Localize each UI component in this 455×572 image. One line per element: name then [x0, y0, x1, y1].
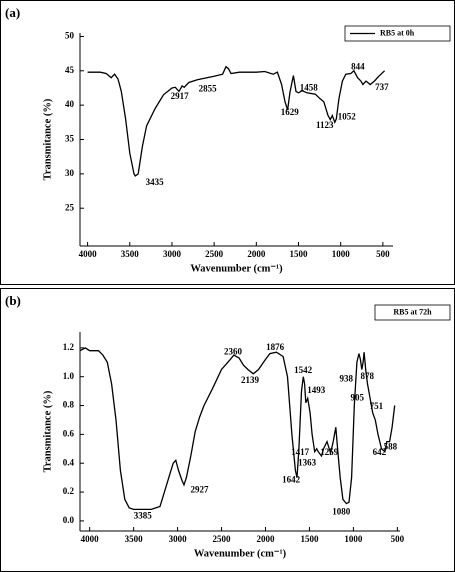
peak-label: 1363 — [298, 457, 317, 467]
x-tick-label: 4000 — [79, 249, 98, 259]
peak-label: 1542 — [294, 365, 313, 375]
x-tick-label: 4000 — [81, 534, 100, 544]
y-tick-label: 25 — [65, 202, 75, 212]
peak-label: 844 — [351, 61, 365, 71]
x-tick-label: 2500 — [213, 534, 232, 544]
peak-label: 1642 — [282, 475, 301, 485]
y-tick-label: 0.6 — [63, 428, 75, 438]
peak-label: 1493 — [307, 385, 326, 395]
y-tick-label: 0.4 — [63, 457, 75, 467]
x-tick-label: 1000 — [332, 249, 351, 259]
legend-box — [344, 25, 451, 42]
x-tick-label: 500 — [376, 249, 390, 259]
y-tick-label: 45 — [65, 65, 75, 75]
peak-label: 737 — [375, 82, 389, 92]
x-tick-label: 1500 — [290, 249, 309, 259]
panel-label: (a) — [5, 5, 20, 20]
y-axis-label: Transmitance (%) — [42, 98, 53, 180]
peak-label: 2139 — [241, 375, 260, 385]
peak-label: 642 — [373, 447, 387, 457]
y-axis-label: Transmitance (%) — [42, 390, 53, 472]
x-tick-label: 2000 — [247, 249, 266, 259]
peak-label: 905 — [351, 392, 365, 402]
y-tick-label: 40 — [65, 99, 75, 109]
y-tick-label: 1.2 — [63, 342, 75, 352]
spectrum-line — [87, 65, 386, 177]
peak-label: 1458 — [300, 83, 319, 93]
peak-label: 938 — [340, 374, 354, 384]
x-axis-label: Wavenumber (cm⁻¹) — [190, 263, 283, 274]
y-tick-label: 0.8 — [63, 400, 75, 410]
peak-label: 2917 — [171, 91, 190, 101]
peak-label: 1123 — [316, 120, 334, 130]
x-tick-label: 3500 — [125, 534, 144, 544]
legend-label: RB5 at 0h — [380, 28, 415, 37]
y-tick-label: 1.0 — [63, 371, 75, 381]
peak-label: 2927 — [191, 485, 210, 495]
peak-label: 3385 — [134, 511, 153, 521]
x-tick-label: 1000 — [344, 534, 363, 544]
y-tick-label: 30 — [65, 168, 75, 178]
peak-label: 1417 — [291, 447, 310, 457]
y-tick-label: 50 — [65, 30, 75, 40]
peak-label: 878 — [361, 371, 375, 381]
peak-label: 2855 — [199, 83, 218, 93]
peak-label: 588 — [384, 441, 398, 451]
x-tick-label: 3000 — [163, 249, 182, 259]
legend-box — [374, 304, 451, 321]
x-tick-label: 500 — [391, 534, 405, 544]
peak-label: 1629 — [281, 107, 300, 117]
x-tick-label: 3000 — [169, 534, 188, 544]
peak-label: 1876 — [266, 342, 285, 352]
y-tick-label: 35 — [65, 134, 75, 144]
peak-label: 1259 — [320, 447, 339, 457]
peak-label: 1052 — [338, 112, 357, 122]
spectrum-line — [79, 347, 396, 511]
peak-label: 3435 — [146, 177, 165, 187]
peak-label: 2360 — [224, 346, 243, 356]
y-tick-label: 0.0 — [63, 515, 75, 525]
x-tick-label: 3500 — [121, 249, 140, 259]
x-tick-label: 2500 — [205, 249, 224, 259]
peak-label: 751 — [370, 401, 384, 411]
peak-label: 1080 — [332, 506, 351, 516]
x-axis-label: Wavenumber (cm⁻¹) — [194, 548, 287, 559]
y-tick-label: 0.2 — [63, 486, 75, 496]
legend-label: RB5 at 72h — [393, 307, 432, 316]
x-tick-label: 1500 — [300, 534, 319, 544]
x-tick-label: 2000 — [256, 534, 275, 544]
panel-label: (b) — [5, 293, 21, 308]
